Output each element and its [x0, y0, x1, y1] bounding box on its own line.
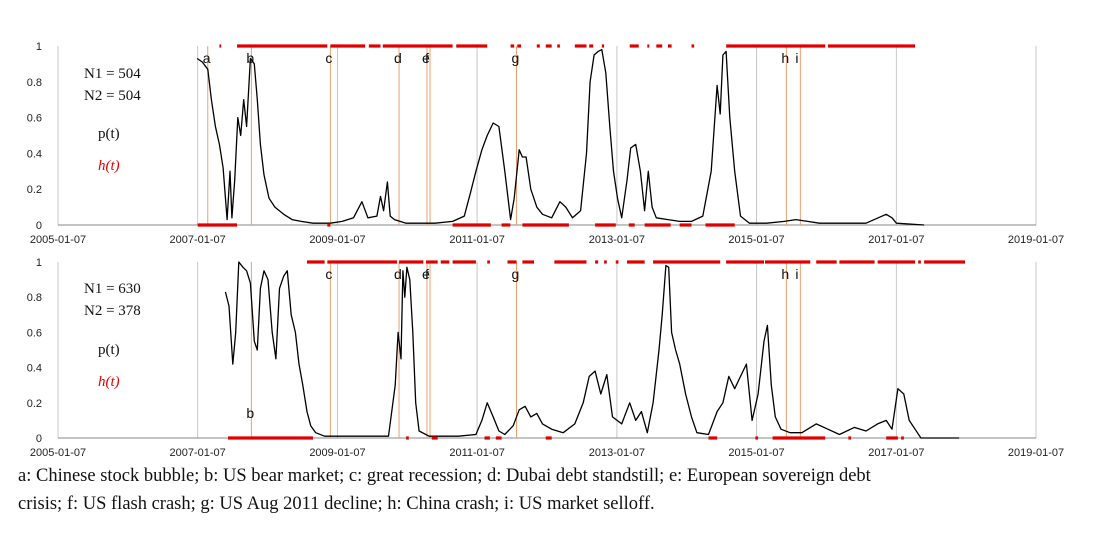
annotation-0: N1 = 504	[84, 66, 141, 82]
event-label-f: f	[425, 50, 429, 66]
annotation-1: N2 = 504	[84, 88, 141, 104]
event-label-c: c	[325, 50, 332, 66]
y-tick-label: 0.2	[27, 184, 42, 196]
x-tick-label: 2009-01-07	[309, 234, 365, 246]
event-label-i: i	[795, 266, 798, 282]
bottom-panel: 2005-01-07 2007-01-07 2009-01-07 2011-01-07…	[27, 257, 1064, 459]
x-tick-label: 2011-01-07	[449, 234, 504, 246]
x-tick-label: 2015-01-07	[728, 234, 784, 246]
event-label-g: g	[511, 266, 519, 282]
annotation-2: p(t)	[98, 342, 120, 358]
event-label-c: c	[325, 266, 332, 282]
x-tick-label: 2007-01-07	[169, 234, 225, 246]
x-tick-label: 2019-01-07	[1008, 234, 1064, 246]
y-tick-label: 0	[36, 220, 42, 232]
x-tick-label: 2009-01-07	[309, 447, 365, 459]
event-label-h: h	[781, 50, 789, 66]
event-label-f: f	[425, 266, 429, 282]
x-tick-label: 2017-01-07	[868, 447, 924, 459]
x-tick-label: 2015-01-07	[728, 447, 784, 459]
annotation-3: h(t)	[98, 158, 120, 174]
event-label-i: i	[795, 50, 798, 66]
event-label-h: h	[781, 266, 789, 282]
y-tick-label: 1	[36, 41, 42, 53]
figure: 2005-01-07 2007-01-07 2009-01-07 2011-01-07…	[27, 41, 1064, 459]
p-series-line	[196, 48, 925, 226]
event-label-b: b	[246, 405, 254, 421]
y-tick-label: 0.8	[27, 77, 42, 89]
y-tick-label: 0	[36, 433, 42, 445]
annotation-3: h(t)	[98, 374, 120, 390]
event-label-a: a	[203, 50, 211, 66]
y-tick-label: 0.4	[27, 363, 42, 375]
caption-line-1: a: Chinese stock bubble; b: US bear mark…	[18, 466, 871, 486]
event-label-e: e	[422, 50, 430, 66]
event-label-d: d	[394, 266, 402, 282]
event-label-e: e	[422, 266, 430, 282]
figure-caption: a: Chinese stock bubble; b: US bear mark…	[18, 462, 1098, 518]
x-tick-label: 2005-01-07	[30, 234, 86, 246]
annotation-2: p(t)	[98, 126, 120, 142]
y-tick-label: 1	[36, 257, 42, 269]
event-label-d: d	[394, 50, 402, 66]
p-series-line	[224, 261, 960, 439]
x-tick-label: 2013-01-07	[589, 234, 645, 246]
x-tick-label: 2019-01-07	[1008, 447, 1064, 459]
x-tick-label: 2011-01-07	[449, 447, 504, 459]
y-tick-label: 0.4	[27, 148, 42, 160]
y-tick-label: 0.6	[27, 113, 42, 125]
y-tick-label: 0.8	[27, 292, 42, 304]
x-tick-label: 2007-01-07	[169, 447, 225, 459]
y-tick-label: 0.2	[27, 398, 42, 410]
event-label-g: g	[511, 50, 519, 66]
x-tick-label: 2017-01-07	[868, 234, 924, 246]
annotation-0: N1 = 630	[84, 281, 141, 297]
x-tick-label: 2005-01-07	[30, 447, 86, 459]
top-panel: 2005-01-07 2007-01-07 2009-01-07 2011-01-07…	[27, 41, 1064, 246]
annotation-1: N2 = 378	[84, 303, 141, 319]
x-tick-label: 2013-01-07	[589, 447, 645, 459]
y-tick-label: 0.6	[27, 327, 42, 339]
caption-line-2: crisis; f: US flash crash; g: US Aug 201…	[18, 494, 655, 514]
